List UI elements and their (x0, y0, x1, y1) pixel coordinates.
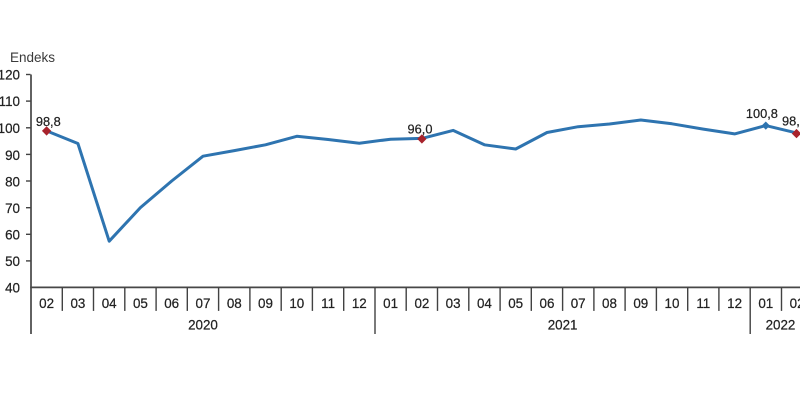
svg-text:12: 12 (727, 296, 742, 311)
svg-text:60: 60 (5, 227, 20, 242)
svg-text:100,8: 100,8 (746, 106, 778, 121)
svg-text:10: 10 (665, 296, 680, 311)
svg-text:Endeks: Endeks (10, 50, 55, 65)
svg-text:07: 07 (196, 296, 211, 311)
svg-text:90: 90 (5, 148, 20, 163)
svg-text:06: 06 (540, 296, 555, 311)
svg-text:02: 02 (414, 296, 429, 311)
svg-text:40: 40 (5, 280, 20, 295)
svg-text:03: 03 (70, 296, 85, 311)
svg-text:100: 100 (0, 121, 20, 136)
svg-text:70: 70 (5, 201, 20, 216)
svg-text:06: 06 (164, 296, 179, 311)
svg-text:05: 05 (508, 296, 523, 311)
svg-text:10: 10 (289, 296, 304, 311)
svg-text:05: 05 (133, 296, 148, 311)
svg-text:98,9: 98,9 (782, 114, 800, 129)
svg-text:01: 01 (758, 296, 773, 311)
svg-text:120: 120 (0, 68, 20, 83)
svg-text:11: 11 (696, 296, 710, 311)
svg-text:04: 04 (102, 296, 117, 311)
svg-text:2021: 2021 (548, 318, 578, 333)
svg-text:07: 07 (571, 296, 586, 311)
svg-text:08: 08 (227, 296, 242, 311)
svg-text:04: 04 (477, 296, 492, 311)
svg-text:2022: 2022 (766, 318, 796, 333)
svg-text:02: 02 (39, 296, 54, 311)
svg-text:09: 09 (258, 296, 273, 311)
svg-text:96,0: 96,0 (408, 122, 433, 137)
svg-text:08: 08 (602, 296, 617, 311)
svg-text:98,8: 98,8 (36, 114, 61, 129)
svg-text:12: 12 (352, 296, 367, 311)
svg-text:09: 09 (633, 296, 648, 311)
svg-text:02: 02 (790, 296, 800, 311)
svg-text:11: 11 (321, 296, 335, 311)
svg-text:50: 50 (5, 254, 20, 269)
svg-text:01: 01 (383, 296, 398, 311)
svg-text:110: 110 (0, 94, 20, 109)
svg-text:03: 03 (446, 296, 461, 311)
svg-text:80: 80 (5, 174, 20, 189)
svg-text:2020: 2020 (188, 318, 218, 333)
